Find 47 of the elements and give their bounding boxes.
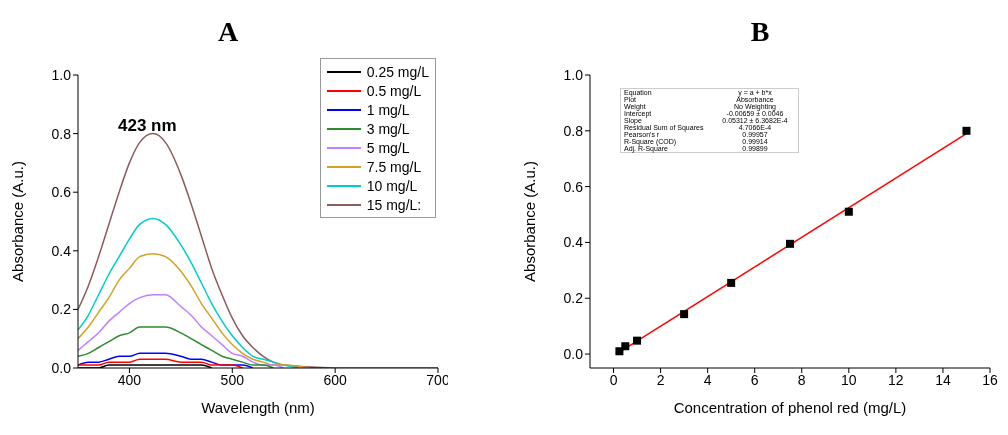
y-tick-label: 1.0 [563, 66, 584, 83]
point [962, 126, 971, 135]
y-tick-label: 0.4 [51, 242, 72, 259]
y-axis-title: Absorbance (A.u.) [521, 161, 539, 282]
annotation: 423 nm [118, 116, 177, 136]
point [727, 278, 736, 287]
y-tick-label: 0.6 [51, 184, 72, 201]
x-tick-label: 0 [609, 371, 618, 388]
y-tick-label: 0.8 [563, 122, 584, 139]
legend-label: 1 mg/L [366, 101, 410, 118]
legend-label: 7.5 mg/L [366, 158, 422, 175]
chart-title: A [216, 16, 240, 48]
y-tick-label: 0.8 [51, 125, 72, 142]
point [680, 310, 689, 319]
x-tick-label: 6 [750, 371, 759, 388]
y-axis-title: Absorbance (A.u.) [9, 161, 27, 282]
legend-label: 3 mg/L [366, 120, 410, 137]
y-tick-label: 0.2 [51, 301, 72, 318]
x-tick-label: 500 [220, 371, 245, 388]
y-tick-label: 0.0 [563, 346, 584, 363]
x-tick-label: 14 [935, 371, 951, 388]
y-tick-label: 1.0 [51, 66, 72, 83]
chart-title: B [749, 16, 771, 48]
legend-label: 0.25 mg/L [366, 63, 429, 80]
point [633, 336, 642, 345]
y-tick-label: 0.0 [51, 359, 72, 376]
x-tick-label: 16 [982, 371, 998, 388]
x-tick-label: 400 [117, 371, 142, 388]
point [621, 342, 630, 351]
x-axis-title: Wavelength (nm) [201, 399, 315, 416]
legend-label: 15 mg/L: [366, 196, 422, 213]
x-tick-label: 2 [656, 371, 665, 388]
x-tick-label: 12 [888, 371, 904, 388]
x-tick-label: 4 [703, 371, 712, 388]
point [844, 207, 853, 216]
legend-label: 10 mg/L [366, 177, 418, 194]
x-tick-label: 600 [323, 371, 348, 388]
legend-label: 0.5 mg/L [366, 82, 422, 99]
point [615, 347, 624, 356]
x-tick-label: 8 [797, 371, 806, 388]
point [786, 239, 794, 248]
x-axis-title: Concentration of phenol red (mg/L) [673, 399, 907, 416]
x-tick-label: 10 [841, 371, 857, 388]
y-tick-label: 0.4 [563, 234, 584, 251]
y-tick-label: 0.6 [563, 178, 584, 195]
legend-label: 5 mg/L [366, 139, 410, 156]
y-tick-label: 0.2 [563, 290, 584, 307]
